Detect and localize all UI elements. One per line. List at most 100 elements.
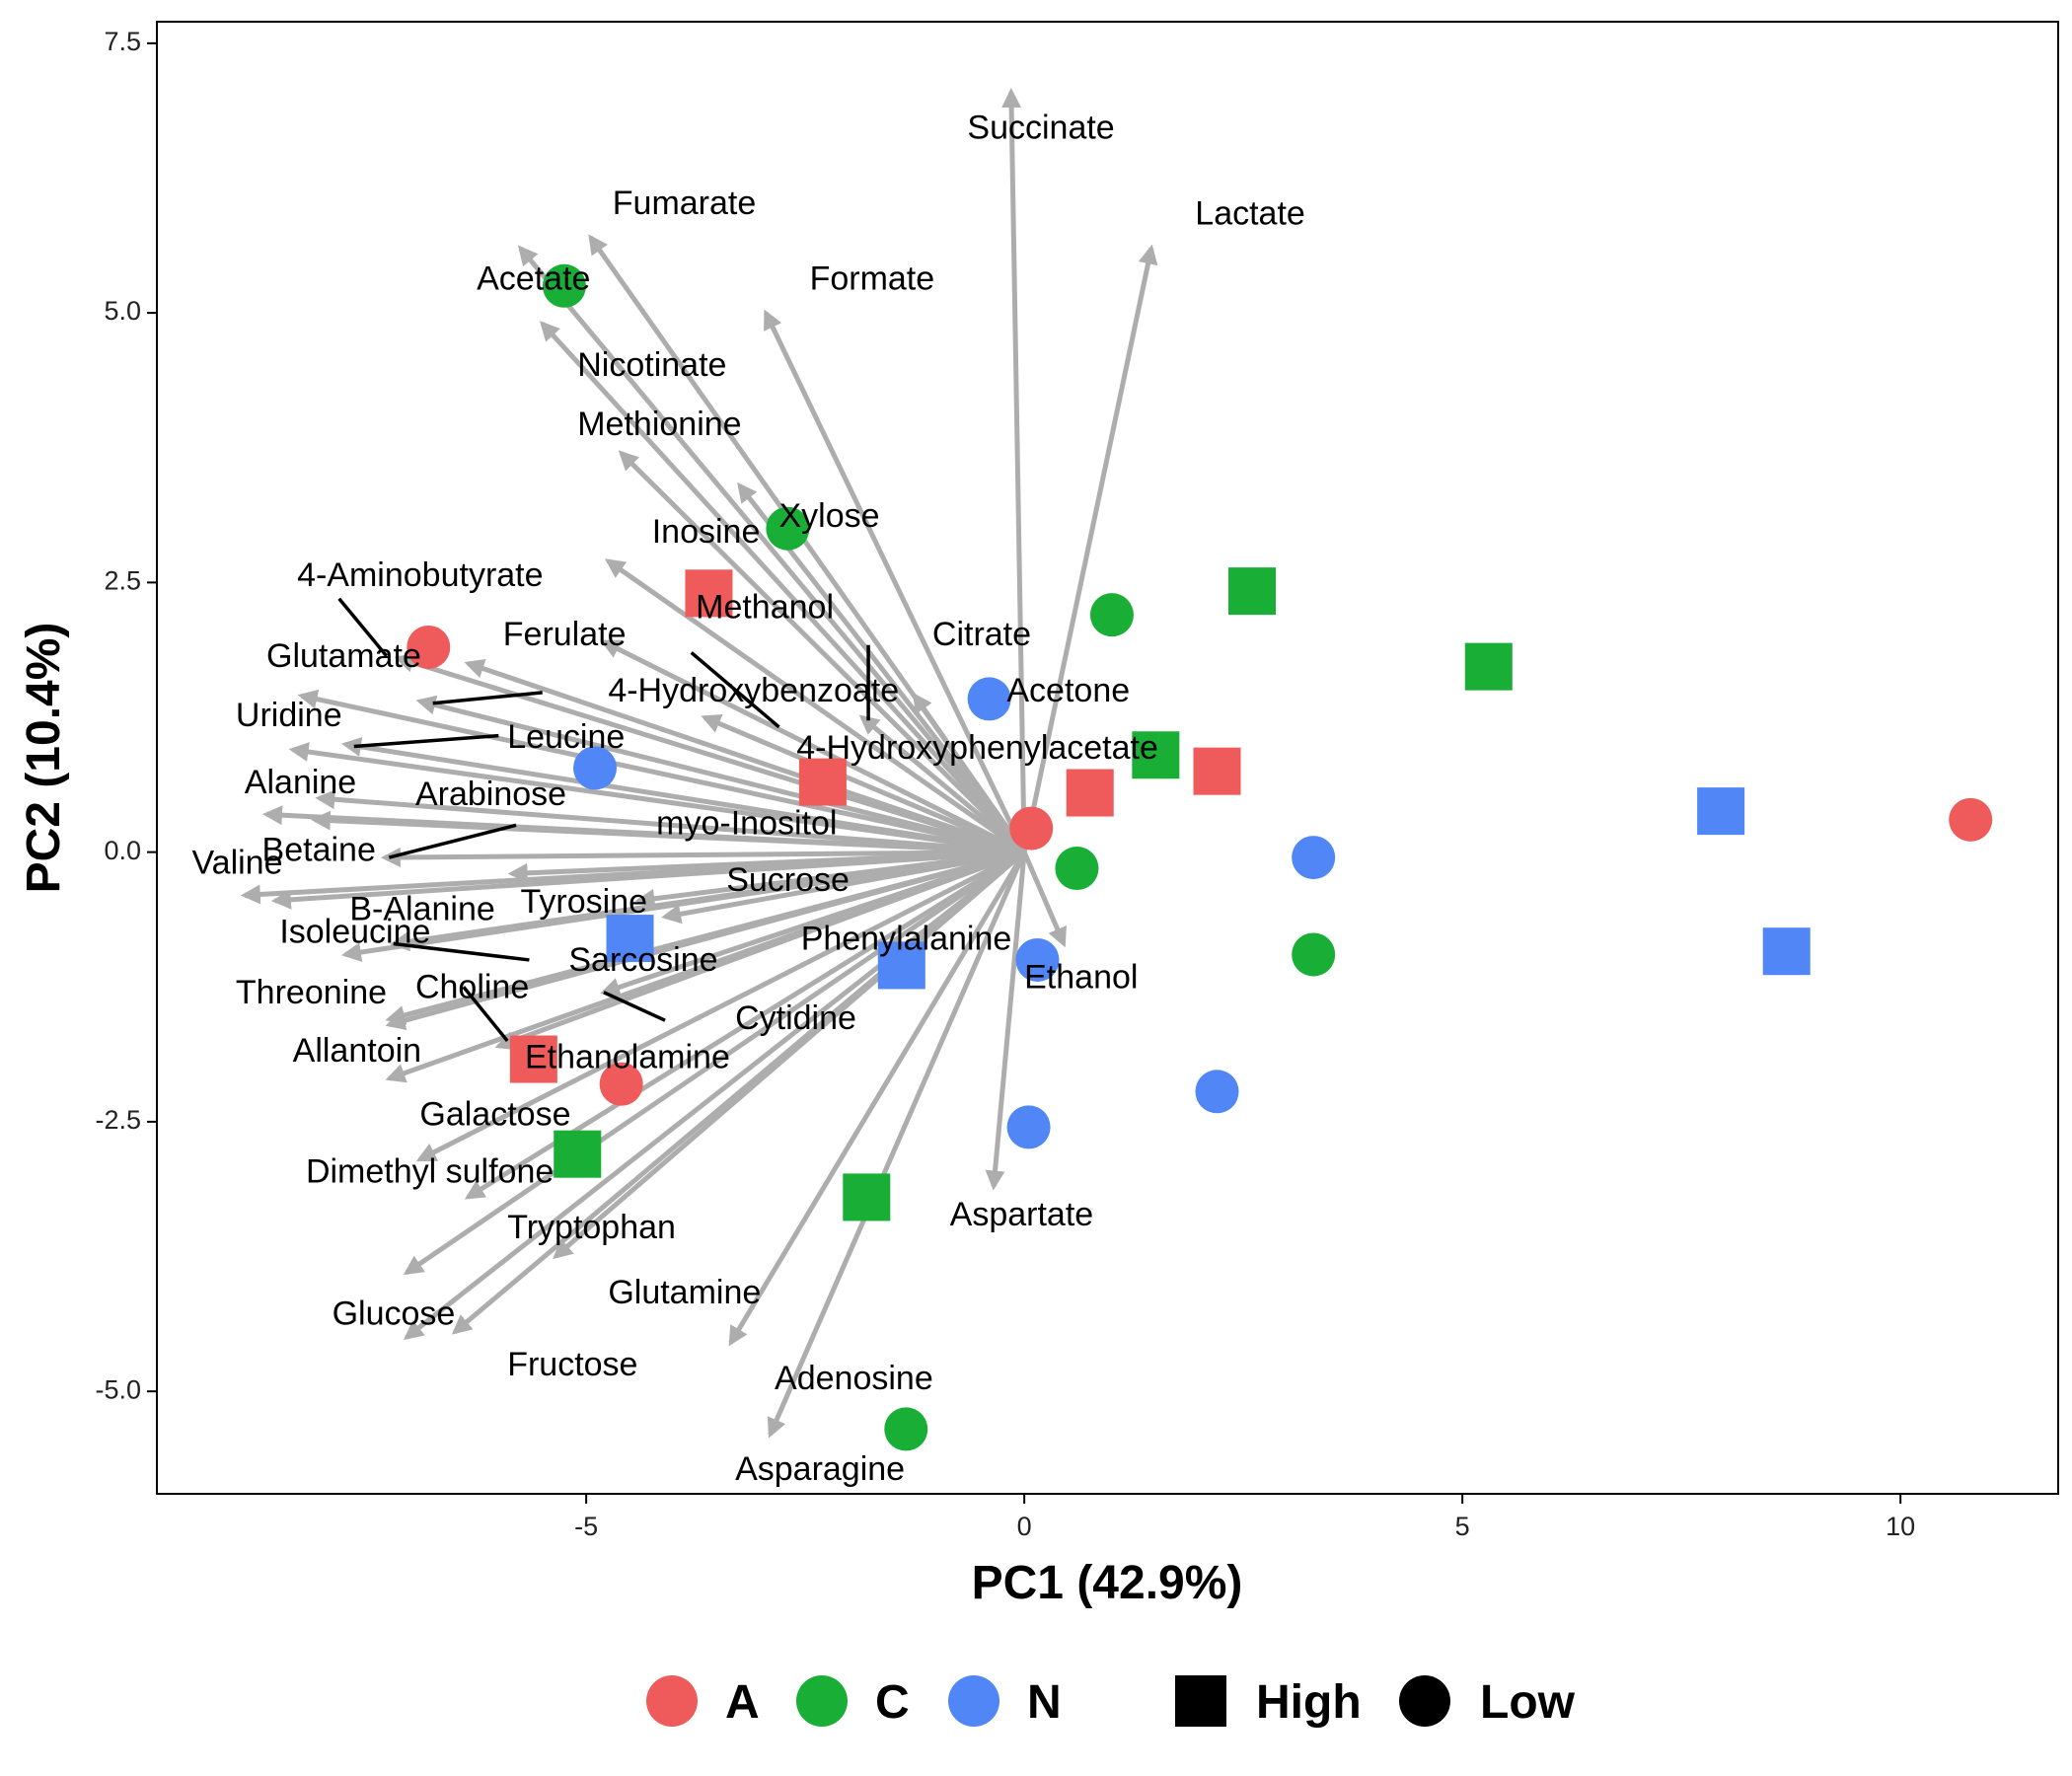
y-tick-label: -2.5 <box>95 1105 141 1135</box>
loading-label: Tyrosine <box>521 883 648 921</box>
loading-label: Isoleucine <box>279 914 430 951</box>
loading-arrow <box>1021 244 1158 853</box>
label-leader-lines <box>337 597 870 1043</box>
loading-label: Galactose <box>419 1095 570 1133</box>
loading-label: Ethanol <box>1024 959 1138 997</box>
point-C-low <box>1292 932 1336 977</box>
leader-line <box>432 691 543 705</box>
loading-arrow <box>270 850 1025 910</box>
loading-label: Acetate <box>477 259 590 297</box>
loading-labels: Succinate Lactate Fumarate Acetate Formate Ni… <box>192 109 1305 1488</box>
loading-arrow <box>403 850 1026 1340</box>
point-A-high <box>1193 747 1241 795</box>
loading-label: Threonine <box>236 974 387 1011</box>
loading-label: Glutamate <box>266 637 421 675</box>
loading-arrow <box>728 851 1027 1347</box>
point-A-high <box>509 1035 557 1083</box>
loading-label: Citrate <box>932 616 1031 653</box>
loading-label: Choline <box>415 968 529 1005</box>
loading-label: Methionine <box>577 406 741 443</box>
loading-label: 4-Hydroxyphenylacetate <box>796 729 1158 767</box>
loading-arrow <box>315 789 1025 855</box>
loading-label: Nicotinate <box>577 346 726 384</box>
point-C-high <box>843 1173 891 1221</box>
y-tick-label: 0.0 <box>104 836 141 865</box>
leader-line <box>462 986 509 1043</box>
loading-arrow <box>600 639 1026 854</box>
y-axis-title: PC2 (10.4%) <box>18 623 70 894</box>
loading-label: Dimethyl sulfone <box>306 1152 554 1190</box>
point-C-low <box>1089 593 1134 637</box>
loading-label: Adenosine <box>775 1360 933 1397</box>
point-A-low <box>1949 797 1993 842</box>
loading-arrow <box>985 851 1027 1191</box>
legend-key-N <box>948 1675 999 1727</box>
loading-label: Uridine <box>236 697 342 734</box>
loading-label: Tryptophan <box>507 1209 676 1246</box>
loading-label: Asparagine <box>735 1450 905 1488</box>
x-tick-label: 5 <box>1455 1512 1470 1541</box>
point-A-high <box>1066 769 1114 817</box>
point-A-high <box>798 758 847 806</box>
legend-key-C <box>796 1675 848 1727</box>
loading-arrow <box>701 714 1026 854</box>
loading-arrow <box>451 850 1026 1335</box>
legend-label-High: High <box>1256 1676 1362 1729</box>
loading-label: Leucine <box>507 718 625 756</box>
loading-arrow <box>517 245 1027 854</box>
loading-label: Xylose <box>778 497 879 535</box>
legend-key-A <box>646 1675 698 1727</box>
loading-label: Alanine <box>245 764 356 801</box>
loading-arrow <box>403 850 1026 1276</box>
loading-arrows <box>240 88 1158 1439</box>
loading-arrow <box>858 714 1026 854</box>
point-N-low <box>1195 1070 1239 1114</box>
x-tick-label: -5 <box>574 1512 598 1541</box>
loading-arrow <box>340 736 1025 855</box>
loading-arrow <box>464 659 1025 855</box>
loading-arrow <box>767 851 1027 1439</box>
leader-line <box>353 733 499 749</box>
loading-label: 4-Hydroxybenzoate <box>608 672 899 709</box>
legend-label-C: C <box>875 1676 910 1729</box>
legend-key-Low <box>1399 1675 1450 1727</box>
loading-arrow <box>385 850 1025 1025</box>
point-N-low <box>1015 937 1060 982</box>
point-C-high <box>1132 731 1180 779</box>
leader-line <box>337 597 389 657</box>
point-C-low <box>542 263 586 308</box>
loading-label: Glucose <box>333 1295 456 1333</box>
loading-arrow <box>1001 88 1027 852</box>
axes: -5 0 5 10 -5.0 -2.5 0.0 2.5 5.0 7.5 <box>95 27 1915 1541</box>
loading-arrow <box>618 450 1026 854</box>
loading-label: Lactate <box>1195 195 1305 233</box>
sample-points <box>407 263 1993 1451</box>
legend-key-High <box>1175 1675 1226 1727</box>
leader-line <box>393 941 530 962</box>
loading-label: Sarcosine <box>568 941 717 979</box>
y-tick-label: -5.0 <box>95 1374 141 1404</box>
loading-label: Acetone <box>1006 672 1130 709</box>
loading-label: Phenylalanine <box>801 920 1012 957</box>
loading-label: Glutamine <box>608 1274 761 1311</box>
loading-arrow <box>540 321 1026 854</box>
loading-arrow <box>763 309 1027 853</box>
point-N-low <box>967 677 1011 721</box>
loading-label: Inosine <box>652 513 761 551</box>
point-N-high <box>1697 787 1745 836</box>
plot-panel <box>156 21 2059 1495</box>
loading-label: Cytidine <box>735 999 856 1037</box>
leader-line <box>388 823 517 859</box>
legend-label-N: N <box>1027 1676 1062 1729</box>
loading-arrow <box>310 810 1025 855</box>
y-tick-label: 2.5 <box>104 566 141 596</box>
legend-label-A: A <box>725 1676 760 1729</box>
loading-label: Sucrose <box>726 861 850 899</box>
loading-label: Allantoin <box>293 1032 421 1070</box>
loading-arrow <box>415 850 1026 1162</box>
loading-label: Formate <box>810 259 935 297</box>
loading-label: Ferulate <box>503 616 627 653</box>
point-A-low <box>599 1062 643 1106</box>
loading-arrow <box>494 850 1026 1051</box>
loading-arrow <box>415 695 1025 855</box>
